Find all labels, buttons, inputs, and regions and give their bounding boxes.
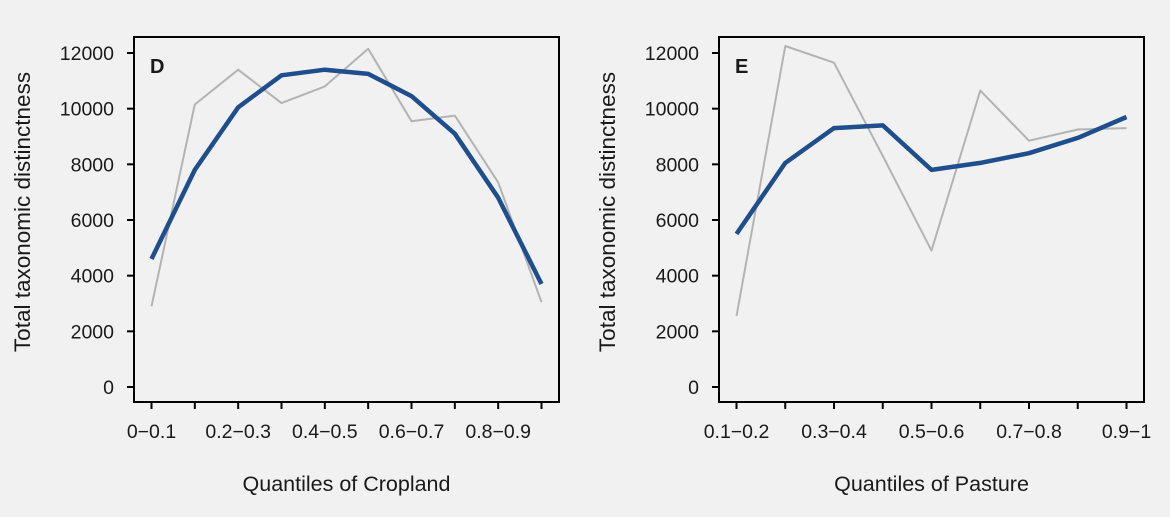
- y-tick-label: 12000: [645, 43, 699, 65]
- y-tick-label: 6000: [71, 210, 115, 232]
- y-tick-label: 8000: [656, 154, 700, 176]
- observed-line: [150, 47, 543, 307]
- y-tick-label: 2000: [656, 321, 700, 343]
- x-tick-label: 0−0.1: [127, 421, 176, 443]
- plot-box: [718, 36, 1145, 403]
- observed-line: [735, 45, 1127, 317]
- y-tick-label: 0: [103, 377, 114, 399]
- panel-label: D: [150, 56, 164, 78]
- panel-d: 0 2000 4000 6000 8000 10000 12000 0−0.1 0.2−0.3 0…: [10, 36, 560, 496]
- x-tick-label: 0.8−0.9: [465, 421, 531, 443]
- x-tick-label: 0.7−0.8: [996, 421, 1062, 443]
- y-tick-label: 0: [688, 377, 699, 399]
- y-tick-label: 4000: [656, 266, 700, 288]
- y-tick-label: 2000: [71, 321, 115, 343]
- y-tick-label: 10000: [645, 99, 699, 121]
- y-tick-label: 6000: [656, 210, 700, 232]
- y-tick-label: 12000: [60, 43, 114, 65]
- plot-box: [133, 36, 560, 403]
- y-tick-label: 4000: [71, 266, 115, 288]
- chart-panel-d: 0 2000 4000 6000 8000 10000 12000 0−0.1 0.2−0.3 0…: [10, 36, 560, 496]
- y-axis-title: Total taxonomic distinctness: [595, 72, 620, 352]
- x-tick-label: 0.9−1: [1102, 421, 1151, 443]
- x-tick-label: 0.2−0.3: [205, 421, 271, 443]
- x-axis-title: Quantiles of Pasture: [834, 472, 1029, 496]
- x-tick-label: 0.3−0.4: [801, 421, 867, 443]
- x-tick-label: 0.5−0.6: [899, 421, 965, 443]
- x-tick-label: 0.1−0.2: [704, 421, 770, 443]
- x-tick-label: 0.4−0.5: [292, 421, 358, 443]
- chart-panel-e: 0 2000 4000 6000 8000 10000 12000 0.1−0.2 0.3−0.…: [595, 36, 1151, 496]
- y-tick-label: 8000: [71, 154, 115, 176]
- x-tick-label: 0.6−0.7: [379, 421, 445, 443]
- panel-label: E: [735, 56, 748, 78]
- panel-e: 0 2000 4000 6000 8000 10000 12000 0.1−0.2 0.3−0.…: [585, 0, 1170, 517]
- x-axis-title: Quantiles of Cropland: [243, 472, 451, 496]
- smoothed-line: [149, 67, 544, 286]
- y-axis-title: Total taxonomic distinctness: [10, 72, 35, 352]
- y-tick-label: 10000: [60, 99, 114, 121]
- smoothed-line: [734, 114, 1128, 236]
